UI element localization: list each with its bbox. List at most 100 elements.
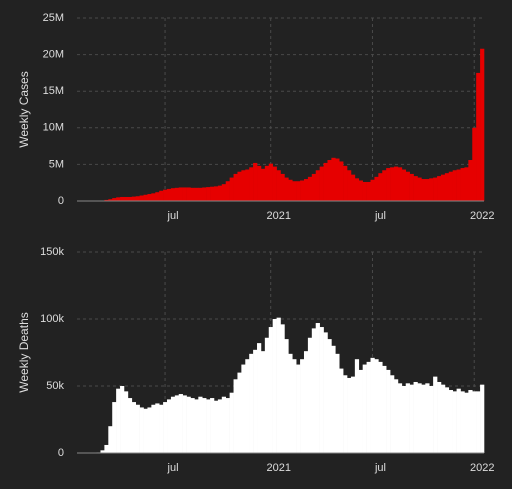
bar	[323, 162, 328, 201]
bar	[116, 388, 121, 453]
x-tick-label: 2021	[266, 462, 290, 474]
bar	[198, 187, 203, 201]
bar	[468, 160, 473, 201]
y-tick-label: 0	[58, 447, 64, 459]
bar	[182, 187, 187, 201]
bar	[233, 379, 238, 453]
bar	[401, 169, 407, 201]
bar	[413, 176, 418, 201]
bar	[350, 376, 356, 453]
bar	[315, 170, 320, 201]
bar	[480, 48, 485, 201]
bar	[390, 375, 395, 453]
bar	[225, 398, 230, 453]
bar	[343, 375, 348, 453]
bar	[217, 185, 223, 201]
bar	[174, 187, 180, 201]
bar	[354, 359, 360, 453]
bar	[417, 177, 422, 201]
bar	[253, 349, 258, 453]
bar	[100, 450, 105, 453]
bar	[480, 384, 485, 453]
bar	[112, 198, 117, 201]
bar	[268, 327, 273, 453]
bar	[221, 396, 227, 453]
bar	[245, 359, 250, 453]
bar	[233, 173, 238, 201]
bar	[202, 398, 207, 453]
bar	[186, 396, 191, 453]
bar	[229, 177, 234, 201]
bar	[472, 391, 477, 453]
bar	[366, 181, 371, 201]
bar	[284, 177, 289, 201]
bar	[393, 166, 399, 201]
bar	[429, 178, 434, 201]
y-axis-title: Weekly Deaths	[17, 312, 31, 392]
bar	[206, 187, 211, 201]
y-tick-label: 20M	[43, 49, 64, 61]
bar	[260, 351, 266, 453]
bar	[378, 173, 383, 201]
bar	[143, 194, 148, 201]
bar	[311, 173, 317, 201]
bar	[327, 160, 332, 201]
bar	[170, 188, 176, 201]
x-tick-label: 2022	[470, 210, 494, 222]
bar	[405, 171, 410, 201]
y-tick-label: 100k	[40, 313, 64, 325]
bar	[370, 179, 375, 201]
bar	[288, 179, 293, 201]
bar	[257, 343, 262, 453]
bar	[460, 168, 465, 201]
y-tick-label: 150k	[40, 246, 64, 258]
bar	[135, 404, 140, 453]
y-tick-label: 0	[58, 195, 64, 207]
bar	[460, 391, 465, 453]
bar	[437, 381, 442, 453]
bar	[331, 157, 336, 201]
bar	[190, 187, 195, 201]
bar	[335, 353, 340, 453]
bar	[237, 171, 242, 201]
bar	[163, 189, 168, 201]
bar	[370, 357, 375, 453]
bar	[366, 361, 371, 453]
bar	[284, 339, 289, 453]
bar	[390, 167, 395, 201]
bar	[358, 369, 363, 453]
bar	[155, 403, 160, 453]
bar	[331, 345, 336, 453]
bar	[350, 174, 356, 201]
bar	[120, 386, 125, 453]
y-tick-label: 15M	[43, 85, 64, 97]
bar	[213, 186, 219, 201]
bar	[206, 399, 211, 453]
bar	[257, 165, 262, 201]
bar	[472, 127, 477, 201]
y-tick-label: 25M	[43, 12, 64, 24]
bar	[468, 390, 473, 453]
bar	[210, 186, 215, 201]
bar	[194, 187, 199, 201]
bar	[382, 170, 387, 201]
bar	[143, 408, 148, 453]
bar	[272, 319, 277, 453]
bar	[374, 359, 379, 453]
x-tick-label: 2022	[470, 462, 494, 474]
bar	[362, 181, 367, 201]
bar	[311, 328, 317, 453]
bar	[139, 195, 144, 201]
bar	[300, 359, 305, 453]
bar	[280, 324, 285, 453]
bar	[393, 379, 399, 453]
bar	[315, 323, 320, 453]
bar	[186, 187, 191, 201]
bar	[303, 179, 309, 201]
bar	[178, 394, 183, 453]
bar	[198, 396, 203, 453]
bar	[327, 339, 332, 453]
bar	[425, 179, 430, 201]
bar	[409, 173, 414, 201]
bar	[108, 426, 113, 453]
